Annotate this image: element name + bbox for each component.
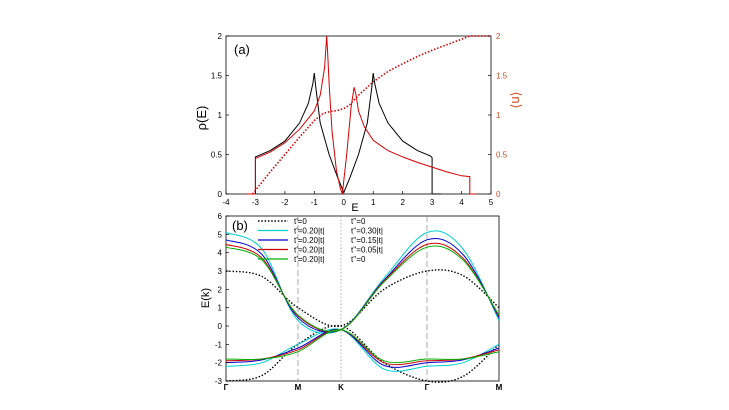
panel-b-y-tick-label: 3 [218,267,223,276]
panel-a-y2-tick-label: 1.5 [496,72,508,81]
panel-a-y-tick-label: 1 [218,111,223,120]
panel-b-legend-label: t'=0.20|t| [294,227,324,236]
panel-b-legend-label: t'=0 [294,217,307,226]
panel-b-y-tick-label: -3 [215,377,223,386]
panel-a-y-tick-label: 1.5 [211,72,223,81]
panel-a-x-tick-label: 0 [342,198,347,207]
panel-a: -4 -3 -2 -1 0 1 2 3 4 5 0 0.5 1 1.5 2 0 0.5 1 1.5 2 (a) E… [194,32,524,214]
panel-a-ylabel: ρ(E) [194,106,209,131]
panel-a-y2-tick-label: 0 [496,190,501,199]
panel-a-y2label: ⟨n⟩ [509,91,524,108]
panel-a-y-tick-label: 0 [218,190,223,199]
panel-a-frame [225,35,492,195]
panel-a-x-tick-label: -4 [222,198,230,207]
panel-a-x-tick-label: 4 [459,198,464,207]
panel-b-x-tick-label: Γ [425,383,430,392]
panel-b-y-tick-label: -2 [215,359,223,368]
panel-b-y-tick-label: 0 [218,322,223,331]
panel-a-x-tick-label: 3 [430,198,435,207]
panel-b-y-tick-label: 4 [218,249,223,258]
panel-b-y-ticks: -3 -2 -1 0 1 2 3 4 5 6 [215,212,229,386]
panel-b-legend-label: t'=0.20|t| [294,255,324,264]
panel-b-legend-label: t''=0 [351,217,366,226]
panel-a-y2-tick-label: 2 [496,32,501,41]
panel-b-y-tick-label: -1 [215,340,223,349]
panel-b-y-tick-label: 5 [218,230,223,239]
panel-b-band-lower-0 [225,324,500,383]
panel-b-label: (b) [232,218,248,233]
panel-b-ylabel: E(k) [200,288,212,308]
panel-a-xlabel: E [351,202,358,214]
panel-b-band-upper-4 [225,245,500,332]
panel-b-series [225,230,500,383]
panel-a-y2-tick-label: 1 [496,111,501,120]
panel-a-series-line-0 [246,73,441,195]
panel-b-x-tick-label: K [338,383,344,392]
panel-b-band-lower-2 [225,328,500,368]
panel-b-x-tick-label: Γ [224,383,229,392]
panel-b-symmetry-lines [297,216,428,381]
panel-a-y2-ticks: 0 0.5 1 1.5 2 [488,32,508,199]
panel-b-y-tick-label: 1 [218,304,223,313]
panel-b-legend-label: t''=0.15|t| [351,236,383,245]
panel-b-legend-label: t''=0.05|t| [351,246,383,255]
panel-b-x-tick-label: M [295,383,302,392]
panel-a-y-ticks: 0 0.5 1 1.5 2 [211,32,229,199]
panel-a-series-line-1 [246,35,477,195]
panel-b-legend: t'=0 t''=0 t'=0.20|t| t''=0.30|t| t'=0.20|t|… [258,217,383,264]
panel-a-x-tick-label: -1 [311,198,319,207]
panel-b-y-tick-label: 6 [218,212,223,221]
panel-a-x-tick-label: -3 [252,198,260,207]
panel-a-x-tick-label: 5 [489,198,494,207]
panel-b-band-upper-0 [225,269,500,328]
panel-a-x-ticks: -4 -3 -2 -1 0 1 2 3 4 5 [222,191,494,207]
panel-b-legend-label: t''=0.30|t| [351,227,383,236]
panel-b-legend-label: t'=0.20|t| [294,236,324,245]
panel-b-y-tick-label: 2 [218,285,223,294]
panel-b-legend-label: t'=0.20|t| [294,246,324,255]
panel-b-band-lower-4 [225,329,500,364]
panel-a-series-line-2 [251,35,491,195]
panel-a-y-tick-label: 0.5 [211,151,223,160]
panel-b-legend-label: t''=0 [351,255,366,264]
panel-b-x-tick-label: M [496,383,503,392]
panel-a-y-tick-label: 2 [218,32,223,41]
panel-a-label: (a) [234,42,250,57]
panel-b-band-lower-1 [225,328,500,372]
panel-a-series [246,35,491,195]
panel-a-x-tick-label: -2 [281,198,289,207]
panel-a-x-tick-label: 1 [371,198,376,207]
panel-b-frame [225,215,500,382]
panel-a-x-tick-label: 2 [400,198,405,207]
panel-a-y2-tick-label: 0.5 [496,151,508,160]
